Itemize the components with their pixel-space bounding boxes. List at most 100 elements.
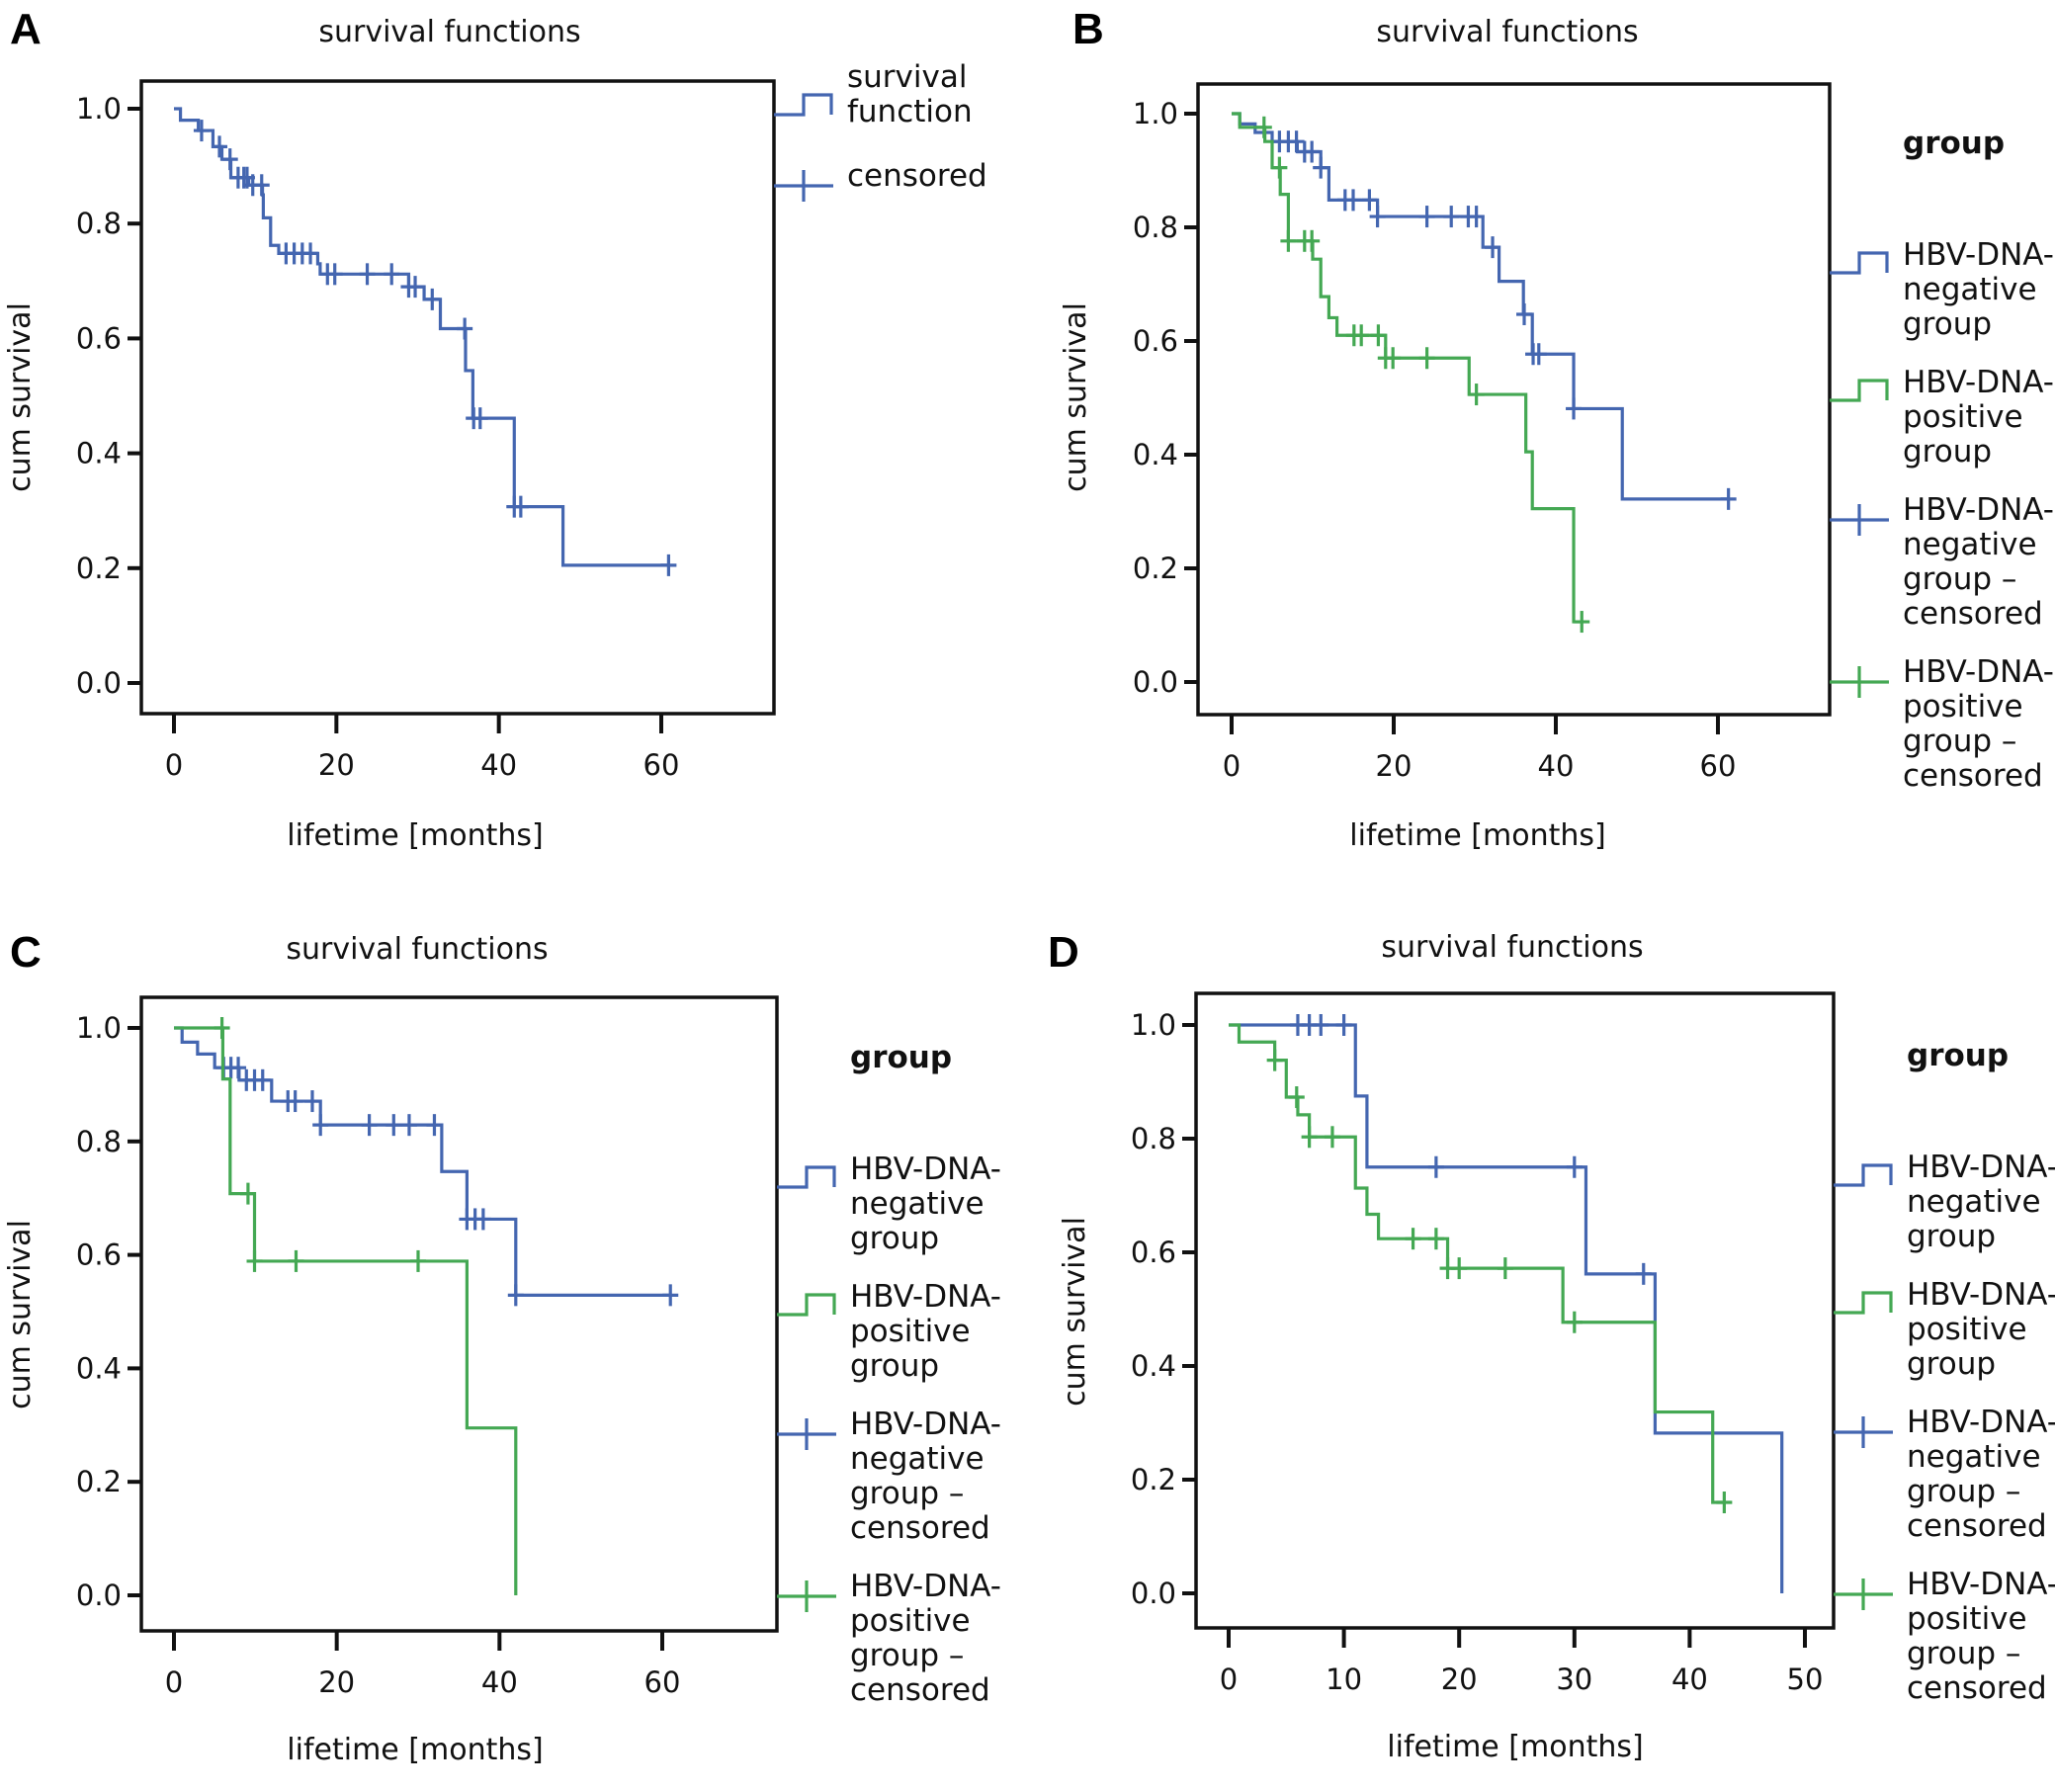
chart-title: survival functions (318, 15, 580, 49)
legend-step-icon (1834, 1291, 1893, 1315)
chart-title: survival functions (1376, 15, 1638, 49)
legend-step-icon (774, 93, 833, 117)
chart-title: survival functions (286, 932, 548, 967)
y-axis-label: cum survival (3, 1220, 38, 1409)
legend-label: group (1903, 434, 1992, 469)
x-tick-label: 0 (1220, 1663, 1238, 1696)
legend-label: positive (1907, 1601, 2027, 1637)
y-tick-label: 0.6 (1131, 1236, 1176, 1269)
x-axis-label: lifetime [months] (287, 818, 543, 853)
x-tick-label: 60 (1700, 749, 1737, 783)
y-axis-label: cum survival (1058, 1217, 1092, 1407)
legend-label: HBV-DNA- (850, 1152, 1001, 1187)
legend-label: censored (850, 1672, 990, 1708)
survival-curve-negative (174, 1026, 671, 1297)
y-tick-label: 0.8 (1133, 211, 1178, 244)
panel-letter: B (1072, 5, 1104, 53)
legend-label: HBV-DNA- (850, 1407, 1001, 1442)
panel-letter: A (10, 5, 42, 53)
x-tick-label: 40 (1538, 749, 1575, 783)
legend-label: positive (1903, 689, 2023, 725)
x-tick-label: 60 (643, 748, 680, 782)
x-tick-label: 20 (318, 748, 355, 782)
x-axis-label: lifetime [months] (1387, 1730, 1643, 1764)
y-tick-label: 0.8 (76, 207, 122, 240)
legend: groupHBV-DNA-negativegroupHBV-DNA-positi… (1830, 126, 2054, 794)
legend-label: censored (1903, 596, 2043, 632)
y-tick-label: 0.6 (1133, 324, 1178, 358)
y-tick-label: 0.2 (76, 552, 122, 585)
legend-label: censored (1907, 1508, 2047, 1544)
y-tick-label: 0.6 (76, 1238, 122, 1272)
y-tick-label: 0.0 (1131, 1577, 1176, 1610)
x-tick-label: 40 (480, 748, 517, 782)
legend-label: negative (1907, 1439, 2041, 1475)
legend-heading: group (850, 1040, 952, 1075)
y-tick-label: 0.0 (76, 1579, 122, 1612)
legend-step-icon (1834, 1163, 1893, 1187)
y-tick-label: 0.4 (1131, 1349, 1176, 1383)
y-tick-label: 0.6 (76, 321, 122, 355)
legend-label: censored (847, 158, 987, 194)
legend-label: negative (1903, 272, 2037, 307)
legend-label: positive (1907, 1312, 2027, 1347)
legend-label: HBV-DNA- (1903, 654, 2054, 690)
x-tick-label: 10 (1326, 1663, 1362, 1696)
plot-frame (139, 995, 779, 1633)
y-tick-label: 1.0 (76, 92, 122, 126)
legend-label: positive (850, 1314, 971, 1349)
legend-label: survival (847, 59, 967, 95)
y-tick-label: 1.0 (76, 1011, 122, 1045)
legend-label: group (1907, 1346, 1996, 1382)
legend-label: group – (1907, 1474, 2020, 1509)
legend-label: HBV-DNA- (1907, 1277, 2055, 1313)
legend-label: group – (1907, 1636, 2020, 1671)
plot-frame (139, 79, 776, 716)
y-tick-label: 0.4 (1133, 438, 1178, 471)
legend-label: HBV-DNA- (1903, 237, 2054, 273)
legend-label: censored (1903, 758, 2043, 794)
y-tick-label: 0.0 (76, 666, 122, 700)
legend-heading: group (1907, 1038, 2009, 1073)
y-tick-label: 0.2 (1131, 1463, 1176, 1496)
panel-letter: C (10, 928, 42, 977)
x-axis-label: lifetime [months] (1349, 818, 1605, 853)
legend-label: HBV-DNA- (1907, 1567, 2055, 1602)
legend-label: HBV-DNA- (1907, 1150, 2055, 1185)
x-tick-label: 30 (1556, 1663, 1592, 1696)
legend-label: positive (850, 1603, 971, 1639)
x-tick-label: 20 (1441, 1663, 1478, 1696)
legend-label: negative (850, 1441, 985, 1477)
legend-label: HBV-DNA- (1903, 492, 2054, 528)
legend-entry: censored (774, 158, 987, 202)
y-tick-label: 0.0 (1133, 665, 1178, 699)
legend-label: group (1903, 306, 1992, 342)
legend-step-icon (777, 1165, 836, 1189)
y-axis-label: cum survival (1059, 302, 1093, 492)
legend: groupHBV-DNA-negativegroupHBV-DNA-positi… (1834, 1038, 2055, 1706)
x-tick-label: 20 (318, 1665, 355, 1699)
legend-step-icon (777, 1293, 836, 1317)
legend-label: group (850, 1221, 939, 1256)
legend-label: group – (850, 1638, 964, 1673)
x-tick-label: 20 (1376, 749, 1413, 783)
y-tick-label: 0.8 (76, 1125, 122, 1158)
legend: group HBV-DNA-negative group HBV-DNA-positi… (777, 1040, 1001, 1708)
y-tick-label: 1.0 (1133, 97, 1178, 130)
legend-label: censored (1907, 1670, 2047, 1706)
legend-label: group – (1903, 724, 2016, 759)
x-tick-label: 60 (644, 1665, 681, 1699)
